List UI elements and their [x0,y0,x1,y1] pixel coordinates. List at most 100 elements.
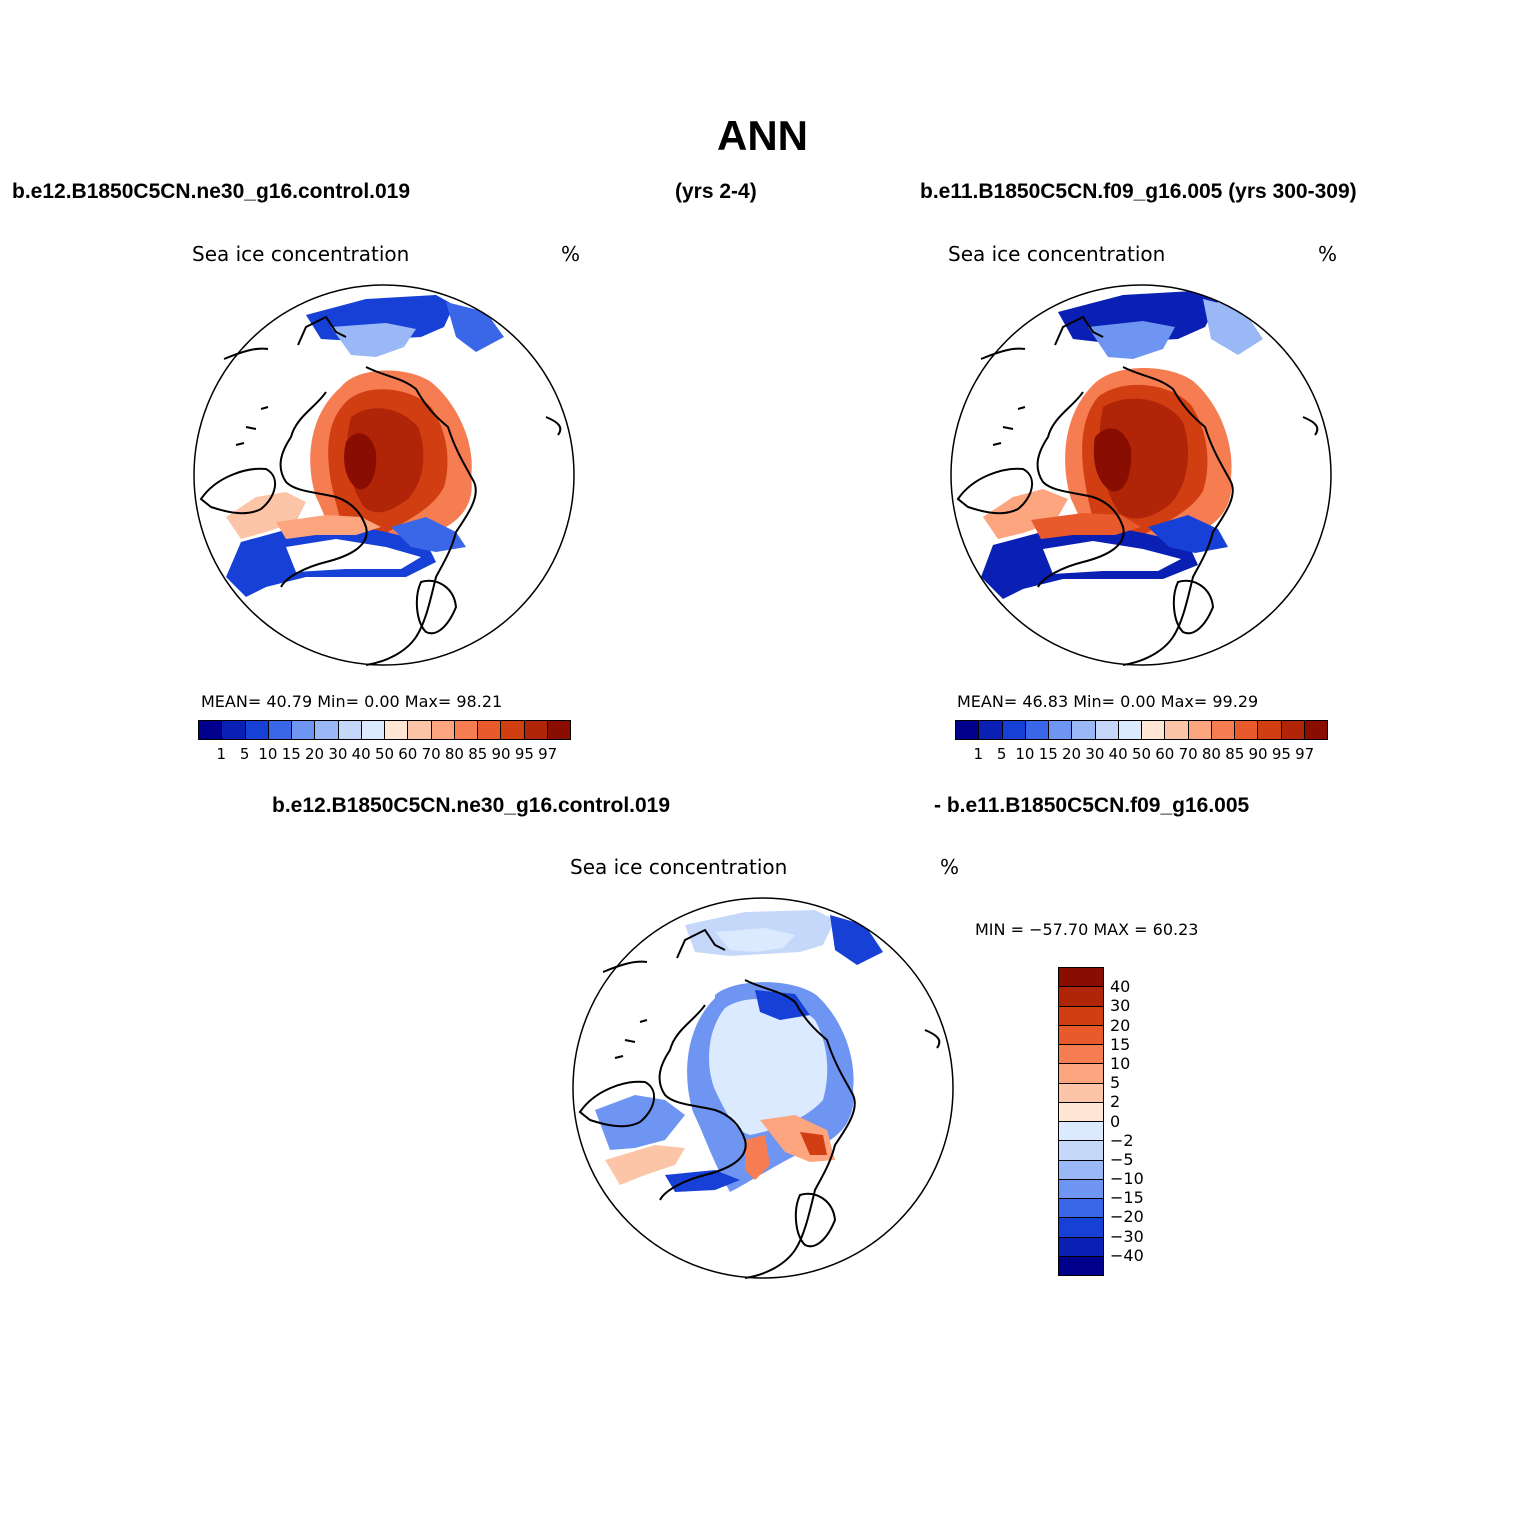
colorbar-tick-label: 90 [491,745,511,763]
colorbar-swatch [385,721,409,739]
colorbar-tick-label: 60 [1155,745,1175,763]
colorbar-swatch [956,721,980,739]
panel1-stats: MEAN= 40.79 Min= 0.00 Max= 98.21 [201,692,503,711]
panel2-unit: % [1318,242,1338,266]
colorbar-tick-label: 5 [1110,1073,1121,1093]
colorbar-swatch [1059,987,1103,1007]
panel2-colorbar-labels: 1 5 10 15 20 30 40 50 60 70 80 85 90 95 97 [955,745,1326,765]
colorbar-swatch [1059,1141,1103,1161]
colorbar-swatch [222,721,246,739]
colorbar-tick-label: 10 [1110,1053,1131,1073]
colorbar-swatch [478,721,502,739]
colorbar-tick-label: 50 [1131,745,1152,763]
colorbar-swatch [1059,1025,1103,1045]
colorbar-swatch [1059,1256,1103,1275]
diff-colorbar [1058,967,1104,1276]
colorbar-swatch [1025,721,1049,739]
colorbar-tick-label: 60 [398,745,418,763]
colorbar-swatch [1095,721,1119,739]
diff-stats: MIN = −57.70 MAX = 60.23 [975,920,1199,939]
colorbar-tick-label: 90 [1248,745,1268,763]
colorbar-tick-label: 15 [1110,1034,1131,1054]
colorbar-tick-label: 5 [239,745,250,763]
panel2-map [950,284,1332,666]
colorbar-tick-label: 80 [1201,745,1221,763]
colorbar-swatch [1211,721,1235,739]
colorbar-swatch [1188,721,1212,739]
colorbar-tick-label: 85 [468,745,488,763]
colorbar-tick-label: 1 [973,745,984,763]
header-right-case: b.e11.B1850C5CN.f09_g16.005 (yrs 300-309… [920,180,1357,203]
panel1-unit: % [561,242,581,266]
colorbar-tick-label: 2 [1110,1092,1121,1112]
colorbar-swatch [1059,1102,1103,1122]
panel1-colorbar-labels: 1 5 10 15 20 30 40 50 60 70 80 85 90 95 97 [198,745,569,765]
colorbar-tick-label: 80 [444,745,464,763]
colorbar-tick-label: 1 [216,745,227,763]
diff-unit: % [940,855,960,879]
colorbar-swatch [1235,721,1259,739]
colorbar-tick-label: −5 [1110,1149,1134,1169]
colorbar-tick-label: 15 [1038,745,1058,763]
colorbar-tick-label: −30 [1110,1226,1144,1246]
colorbar-tick-label: 20 [305,745,325,763]
colorbar-swatch [547,721,570,739]
colorbar-tick-label: 20 [1062,745,1082,763]
colorbar-tick-label: 30 [328,745,348,763]
colorbar-tick-label: 85 [1225,745,1245,763]
colorbar-tick-label: 95 [1271,745,1291,763]
colorbar-tick-label: 10 [1015,745,1035,763]
colorbar-swatch [524,721,548,739]
diff-map [572,897,954,1279]
colorbar-swatch [1049,721,1073,739]
colorbar-swatch [1059,1179,1103,1199]
colorbar-tick-label: −20 [1110,1207,1144,1227]
colorbar-swatch [1059,1160,1103,1180]
colorbar-swatch [1059,1199,1103,1219]
colorbar-tick-label: 97 [538,745,558,763]
colorbar-swatch [1281,721,1305,739]
colorbar-swatch [1059,1006,1103,1026]
colorbar-tick-label: 0 [1110,1111,1121,1131]
colorbar-tick-label: 30 [1085,745,1105,763]
colorbar-tick-label: 40 [351,745,371,763]
header-years: (yrs 2-4) [675,180,757,203]
colorbar-swatch [199,721,223,739]
colorbar-swatch [1059,968,1103,988]
colorbar-swatch [292,721,316,739]
colorbar-tick-label: 70 [421,745,441,763]
panel1-map [193,284,575,666]
colorbar-tick-label: 15 [281,745,301,763]
colorbar-swatch [1059,1064,1103,1084]
panel1-colorbar [198,720,571,740]
colorbar-swatch [1059,1122,1103,1142]
colorbar-tick-label: 95 [514,745,534,763]
colorbar-tick-label: −15 [1110,1188,1144,1208]
colorbar-tick-label: 97 [1295,745,1315,763]
colorbar-swatch [1165,721,1189,739]
figure-title: ANN [717,112,808,159]
colorbar-tick-label: 50 [374,745,395,763]
colorbar-swatch [245,721,269,739]
colorbar-swatch [1118,721,1142,739]
colorbar-swatch [1258,721,1282,739]
colorbar-tick-label: 40 [1108,745,1128,763]
colorbar-swatch [361,721,385,739]
colorbar-tick-label: 5 [996,745,1007,763]
colorbar-swatch [1072,721,1096,739]
colorbar-swatch [1142,721,1166,739]
colorbar-swatch [431,721,455,739]
colorbar-swatch [338,721,362,739]
colorbar-swatch [1059,1083,1103,1103]
colorbar-swatch [1059,1045,1103,1065]
colorbar-tick-label: −2 [1110,1130,1134,1150]
colorbar-swatch [1059,1218,1103,1238]
header-left-case: b.e12.B1850C5CN.ne30_g16.control.019 [12,180,411,203]
colorbar-swatch [1059,1237,1103,1257]
colorbar-swatch [1304,721,1327,739]
colorbar-tick-label: 10 [258,745,278,763]
colorbar-tick-label: −40 [1110,1245,1144,1265]
diff-header-right: - b.e11.B1850C5CN.f09_g16.005 [934,794,1250,817]
colorbar-tick-label: 70 [1178,745,1198,763]
colorbar-tick-label: −10 [1110,1169,1144,1189]
